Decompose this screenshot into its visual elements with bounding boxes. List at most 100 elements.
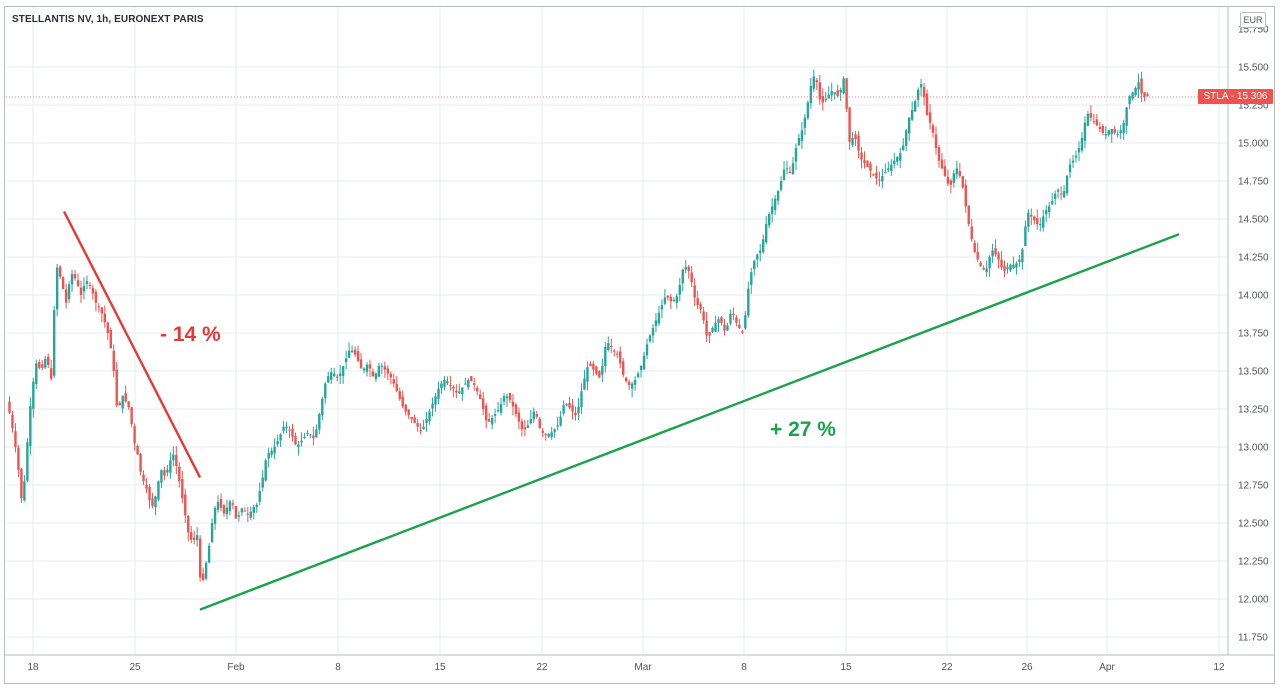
candle-body bbox=[845, 78, 848, 109]
currency-button[interactable]: EUR bbox=[1240, 12, 1266, 28]
candle-body bbox=[598, 371, 601, 378]
candle-body bbox=[803, 117, 807, 128]
candle-body bbox=[547, 433, 550, 437]
candle-body bbox=[255, 504, 258, 508]
candle-body bbox=[467, 379, 470, 388]
candle-body bbox=[157, 481, 160, 500]
candle-body bbox=[690, 272, 693, 283]
candle-body bbox=[764, 224, 768, 243]
candle-body bbox=[264, 460, 267, 481]
candle-body bbox=[79, 287, 83, 295]
x-tick-label: Apr bbox=[1099, 662, 1115, 673]
y-tick-label: 12.750 bbox=[1238, 481, 1269, 492]
trendlines bbox=[62, 210, 1180, 611]
candle-body bbox=[633, 379, 637, 385]
candle-body bbox=[1059, 193, 1063, 195]
candle-body bbox=[1027, 212, 1030, 227]
candle-body bbox=[356, 351, 360, 361]
candle-body bbox=[857, 136, 860, 151]
y-tick-label: 14.750 bbox=[1238, 177, 1269, 188]
y-tick-label: 14.500 bbox=[1238, 215, 1269, 226]
candle-body bbox=[949, 180, 953, 185]
candle-body bbox=[228, 501, 232, 511]
candle-body bbox=[627, 381, 631, 385]
candle-body bbox=[1089, 113, 1093, 118]
candle-body bbox=[729, 314, 732, 324]
candle-body bbox=[919, 84, 923, 88]
candle-body bbox=[225, 507, 229, 515]
candle-body bbox=[782, 169, 786, 180]
candle-body bbox=[943, 166, 947, 176]
candle-body bbox=[318, 414, 321, 430]
candle-body bbox=[1009, 264, 1012, 271]
candle-body bbox=[383, 366, 387, 370]
candle-body bbox=[675, 296, 679, 303]
x-tick-label: 22 bbox=[941, 662, 953, 673]
candle-body bbox=[389, 373, 393, 378]
y-tick-label: 15.500 bbox=[1238, 63, 1269, 74]
candle-body bbox=[607, 343, 610, 351]
candle-body bbox=[791, 163, 795, 174]
candle-body bbox=[851, 137, 854, 146]
candle-body bbox=[887, 168, 890, 171]
candle-body bbox=[1113, 128, 1116, 133]
candle-body bbox=[741, 331, 744, 333]
candle-body bbox=[535, 414, 538, 417]
candle-body bbox=[636, 373, 640, 378]
candle-body bbox=[508, 392, 512, 401]
candle-body bbox=[347, 350, 351, 358]
x-tick-label: 26 bbox=[1021, 662, 1033, 673]
candle-body bbox=[270, 450, 273, 455]
candle-body bbox=[538, 418, 541, 428]
candle-body bbox=[163, 470, 166, 476]
candle-body bbox=[610, 345, 613, 347]
time-axis[interactable]: 18 25 Feb 8 15 22 Mar 8 15 22 26 Apr 12 bbox=[27, 662, 1225, 673]
candle-body bbox=[696, 298, 699, 306]
candle-body bbox=[964, 184, 967, 207]
candle-body bbox=[240, 508, 244, 513]
candle-body bbox=[1021, 249, 1024, 263]
candle-body bbox=[178, 466, 181, 482]
candle-body bbox=[797, 137, 801, 146]
candle-body bbox=[714, 322, 717, 332]
candle-body bbox=[705, 320, 708, 336]
candle-body bbox=[669, 296, 673, 302]
candle-body bbox=[708, 332, 711, 336]
candle-body bbox=[502, 396, 506, 402]
candle-body bbox=[788, 171, 792, 173]
candle-body bbox=[404, 404, 407, 412]
candle-body bbox=[172, 454, 175, 461]
candle-body bbox=[937, 147, 941, 161]
candle-body bbox=[121, 395, 124, 409]
candle-body bbox=[401, 396, 404, 407]
candle-body bbox=[237, 515, 241, 517]
candle-body bbox=[175, 454, 178, 466]
candle-body bbox=[574, 412, 577, 416]
chart-title: STELLANTIS NV, 1h, EURONEXT PARIS bbox=[12, 14, 204, 25]
candle-body bbox=[818, 82, 822, 100]
candle-body bbox=[219, 499, 223, 508]
candle-body bbox=[893, 160, 896, 165]
candle-body bbox=[568, 402, 571, 408]
candle-body bbox=[982, 268, 985, 270]
candle-body bbox=[210, 523, 214, 543]
candle-body bbox=[952, 173, 956, 183]
candle-body bbox=[899, 153, 902, 161]
candle-body bbox=[750, 272, 753, 285]
candle-body bbox=[1134, 87, 1137, 95]
candle-body bbox=[1045, 210, 1048, 215]
candle-body bbox=[32, 381, 35, 409]
candle-body bbox=[976, 251, 979, 260]
candle-body bbox=[824, 98, 827, 101]
candle-body bbox=[97, 306, 101, 308]
candle-body bbox=[532, 411, 536, 420]
candle-body bbox=[738, 324, 741, 328]
x-tick-label: 25 bbox=[129, 662, 141, 673]
candle-body bbox=[190, 532, 193, 540]
candle-body bbox=[666, 295, 670, 298]
candle-body bbox=[273, 446, 276, 454]
candle-body bbox=[303, 436, 306, 438]
candle-body bbox=[344, 358, 348, 363]
price-axis[interactable]: 11.750 12.000 12.250 12.500 12.750 13.000 13.2… bbox=[1238, 25, 1269, 644]
